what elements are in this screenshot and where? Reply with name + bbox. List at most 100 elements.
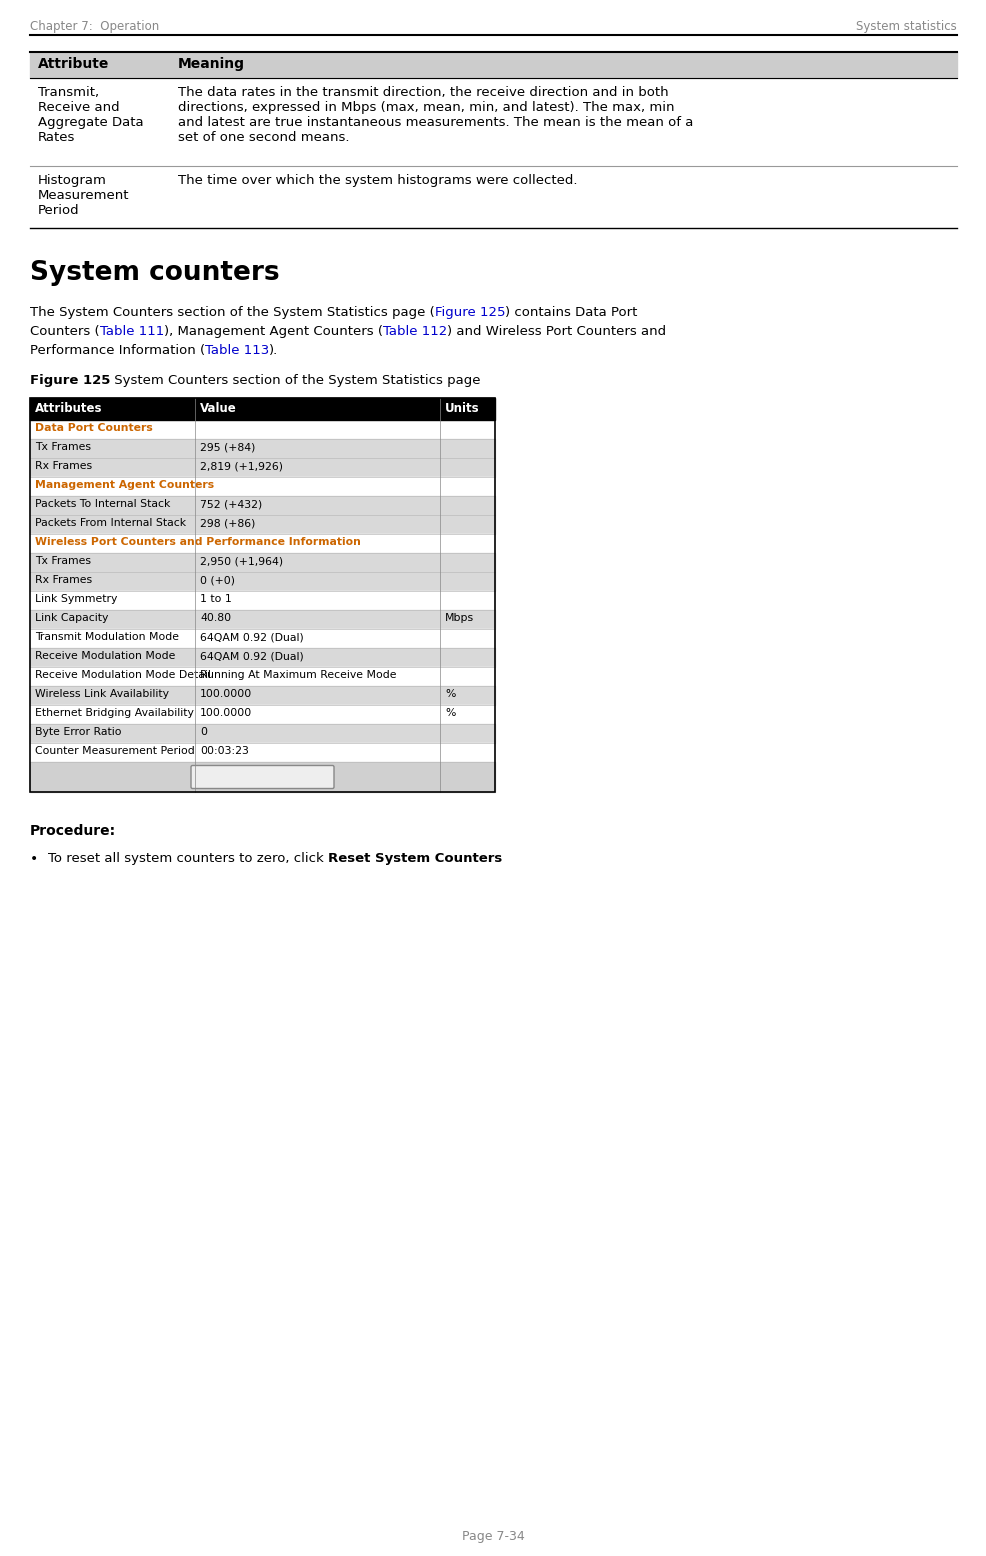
Bar bbox=[30, 496, 195, 515]
Text: 100.0000: 100.0000 bbox=[200, 689, 252, 699]
Text: 0 (+0): 0 (+0) bbox=[200, 576, 235, 585]
Text: Running At Maximum Receive Mode: Running At Maximum Receive Mode bbox=[200, 671, 396, 680]
Text: Data Port Counters: Data Port Counters bbox=[35, 423, 153, 433]
Bar bbox=[30, 686, 195, 705]
Text: ) contains Data Port: ) contains Data Port bbox=[505, 307, 637, 319]
Bar bbox=[30, 724, 195, 744]
Text: Ethernet Bridging Availability: Ethernet Bridging Availability bbox=[35, 708, 193, 717]
Bar bbox=[195, 686, 440, 705]
Bar bbox=[195, 724, 440, 744]
Text: .: . bbox=[487, 853, 492, 865]
Text: Wireless Port Counters and Performance Information: Wireless Port Counters and Performance I… bbox=[35, 537, 361, 548]
Bar bbox=[195, 705, 440, 724]
Text: ).: ). bbox=[269, 344, 278, 356]
Bar bbox=[195, 744, 440, 762]
Bar bbox=[195, 647, 440, 668]
Text: Rx Frames: Rx Frames bbox=[35, 576, 92, 585]
Bar bbox=[30, 51, 956, 78]
Text: Tx Frames: Tx Frames bbox=[35, 442, 91, 451]
Bar bbox=[30, 668, 195, 686]
Text: 64QAM 0.92 (Dual): 64QAM 0.92 (Dual) bbox=[200, 632, 304, 643]
Bar bbox=[440, 744, 495, 762]
Text: Transmit,
Receive and
Aggregate Data
Rates: Transmit, Receive and Aggregate Data Rat… bbox=[38, 86, 144, 145]
Text: Table 111: Table 111 bbox=[100, 325, 164, 338]
Bar bbox=[440, 439, 495, 457]
Text: Mbps: Mbps bbox=[445, 613, 473, 622]
Text: 2,819 (+1,926): 2,819 (+1,926) bbox=[200, 461, 283, 471]
Bar bbox=[195, 496, 440, 515]
Text: Counter Measurement Period: Counter Measurement Period bbox=[35, 745, 194, 756]
Bar bbox=[195, 591, 440, 610]
Bar bbox=[30, 515, 195, 534]
Bar bbox=[30, 552, 195, 573]
Text: Receive Modulation Mode Detail: Receive Modulation Mode Detail bbox=[35, 671, 211, 680]
Text: %: % bbox=[445, 708, 455, 717]
Bar bbox=[440, 629, 495, 647]
Text: •: • bbox=[30, 853, 38, 867]
Bar bbox=[440, 705, 495, 724]
Bar bbox=[30, 744, 195, 762]
Text: ) and Wireless Port Counters and: ) and Wireless Port Counters and bbox=[447, 325, 666, 338]
Text: 0: 0 bbox=[200, 727, 207, 738]
Text: The time over which the system histograms were collected.: The time over which the system histogram… bbox=[177, 174, 577, 187]
Text: Link Capacity: Link Capacity bbox=[35, 613, 108, 622]
Bar bbox=[195, 515, 440, 534]
Bar bbox=[440, 457, 495, 478]
Text: Chapter 7:  Operation: Chapter 7: Operation bbox=[30, 20, 159, 33]
Bar bbox=[195, 573, 440, 591]
Bar bbox=[30, 534, 495, 552]
Text: %: % bbox=[445, 689, 455, 699]
Bar bbox=[195, 552, 440, 573]
Bar bbox=[30, 647, 195, 668]
Text: Histogram
Measurement
Period: Histogram Measurement Period bbox=[38, 174, 129, 216]
Bar bbox=[30, 398, 495, 420]
Bar bbox=[30, 705, 195, 724]
FancyBboxPatch shape bbox=[191, 766, 333, 789]
Bar bbox=[195, 610, 440, 629]
Text: System statistics: System statistics bbox=[856, 20, 956, 33]
Text: Page 7-34: Page 7-34 bbox=[461, 1530, 525, 1544]
Bar bbox=[440, 724, 495, 744]
Text: Value: Value bbox=[200, 401, 237, 415]
Bar bbox=[440, 686, 495, 705]
Bar bbox=[440, 515, 495, 534]
Text: Tx Frames: Tx Frames bbox=[35, 555, 91, 566]
Text: Management Agent Counters: Management Agent Counters bbox=[35, 479, 214, 490]
Text: Procedure:: Procedure: bbox=[30, 825, 116, 839]
Text: Reset System Counters: Reset System Counters bbox=[198, 770, 325, 781]
Text: The data rates in the transmit direction, the receive direction and in both
dire: The data rates in the transmit direction… bbox=[177, 86, 693, 145]
Text: Table 113: Table 113 bbox=[205, 344, 269, 356]
Text: Reset System Counters: Reset System Counters bbox=[327, 853, 502, 865]
Bar bbox=[195, 439, 440, 457]
Bar bbox=[440, 647, 495, 668]
Text: 00:03:23: 00:03:23 bbox=[200, 745, 248, 756]
Text: 2,950 (+1,964): 2,950 (+1,964) bbox=[200, 555, 283, 566]
Text: 1 to 1: 1 to 1 bbox=[200, 594, 232, 604]
Text: Performance Information (: Performance Information ( bbox=[30, 344, 205, 356]
Bar bbox=[30, 420, 495, 439]
Text: Wireless Link Availability: Wireless Link Availability bbox=[35, 689, 169, 699]
Bar bbox=[30, 762, 495, 792]
Bar bbox=[440, 496, 495, 515]
Text: 752 (+432): 752 (+432) bbox=[200, 499, 262, 509]
Text: To reset all system counters to zero, click: To reset all system counters to zero, cl… bbox=[48, 853, 327, 865]
Bar bbox=[440, 668, 495, 686]
Text: Receive Modulation Mode: Receive Modulation Mode bbox=[35, 650, 176, 661]
Bar bbox=[30, 457, 195, 478]
Text: Rx Frames: Rx Frames bbox=[35, 461, 92, 471]
Text: Packets From Internal Stack: Packets From Internal Stack bbox=[35, 518, 186, 527]
Text: 298 (+86): 298 (+86) bbox=[200, 518, 255, 527]
Text: 64QAM 0.92 (Dual): 64QAM 0.92 (Dual) bbox=[200, 650, 304, 661]
Text: 295 (+84): 295 (+84) bbox=[200, 442, 255, 451]
Bar bbox=[30, 398, 495, 792]
Bar bbox=[30, 573, 195, 591]
Text: Attributes: Attributes bbox=[35, 401, 103, 415]
Text: System counters: System counters bbox=[30, 260, 279, 286]
Text: Units: Units bbox=[445, 401, 479, 415]
Text: 100.0000: 100.0000 bbox=[200, 708, 252, 717]
Text: Byte Error Ratio: Byte Error Ratio bbox=[35, 727, 121, 738]
Bar bbox=[30, 439, 195, 457]
Bar bbox=[440, 610, 495, 629]
Text: Figure 125: Figure 125 bbox=[434, 307, 505, 319]
Text: Attribute: Attribute bbox=[38, 58, 109, 72]
